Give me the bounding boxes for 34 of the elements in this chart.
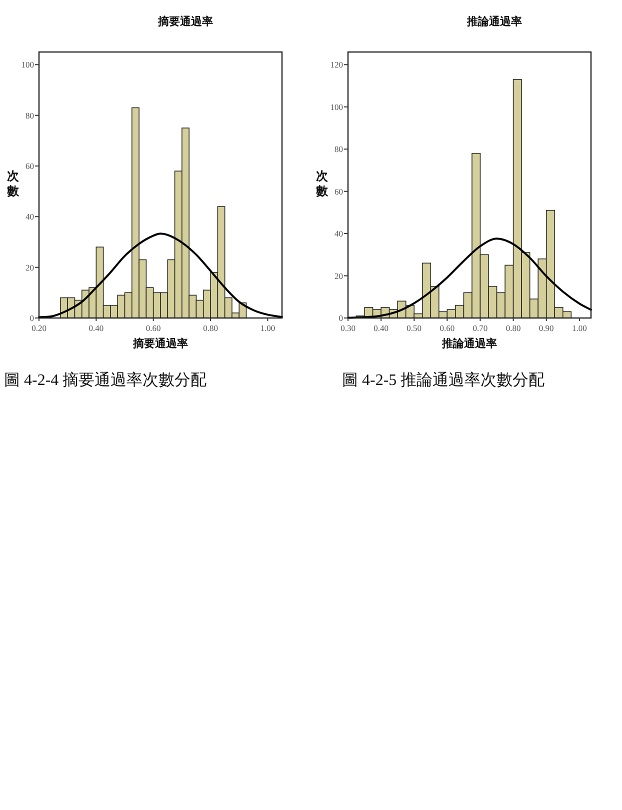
y-axis-title: 次數 <box>315 169 329 198</box>
y-tick-label: 0 <box>338 313 343 323</box>
x-tick-label: 0.40 <box>88 323 104 333</box>
x-tick-label: 0.20 <box>32 323 46 333</box>
y-tick-label: 20 <box>26 262 34 272</box>
x-tick-label: 0.60 <box>440 323 455 333</box>
y-tick-label: 40 <box>334 228 343 239</box>
y-tick-label: 80 <box>334 144 343 154</box>
x-tick-label: 0.50 <box>406 323 422 333</box>
chart-title: 摘要通過率 <box>157 15 213 28</box>
x-tick-label: 0.30 <box>340 323 356 333</box>
y-tick-label: 120 <box>330 60 343 70</box>
x-tick-label: 0.40 <box>374 323 388 333</box>
y-tick-label: 20 <box>334 270 343 281</box>
y-tick-label: 60 <box>334 186 343 196</box>
x-tick-label: 0.80 <box>506 323 521 333</box>
y-tick-label: 40 <box>26 212 34 222</box>
x-tick-label: 1.00 <box>260 323 276 333</box>
y-tick-label: 60 <box>26 161 34 171</box>
y-tick-label: 100 <box>21 60 34 70</box>
x-tick-label: 0.60 <box>146 323 161 333</box>
x-axis-title: 摘要通過率 <box>132 337 188 350</box>
y-tick-label: 0 <box>30 313 34 323</box>
x-tick-label: 0.90 <box>538 323 554 333</box>
caption: 圖 4-2-4 摘要通過率次數分配 <box>4 371 207 389</box>
x-tick-label: 0.80 <box>203 323 218 333</box>
x-tick-label: 0.70 <box>472 323 488 333</box>
caption: 圖 4-2-5 推論通過率次數分配 <box>342 371 545 389</box>
chart-title: 推論通過率 <box>466 15 522 28</box>
y-tick-label: 100 <box>330 102 343 112</box>
y-tick-label: 80 <box>26 110 34 120</box>
y-axis-title: 次數 <box>6 169 20 198</box>
x-axis-title: 推論通過率 <box>441 337 497 350</box>
x-tick-label: 1.00 <box>572 323 587 333</box>
